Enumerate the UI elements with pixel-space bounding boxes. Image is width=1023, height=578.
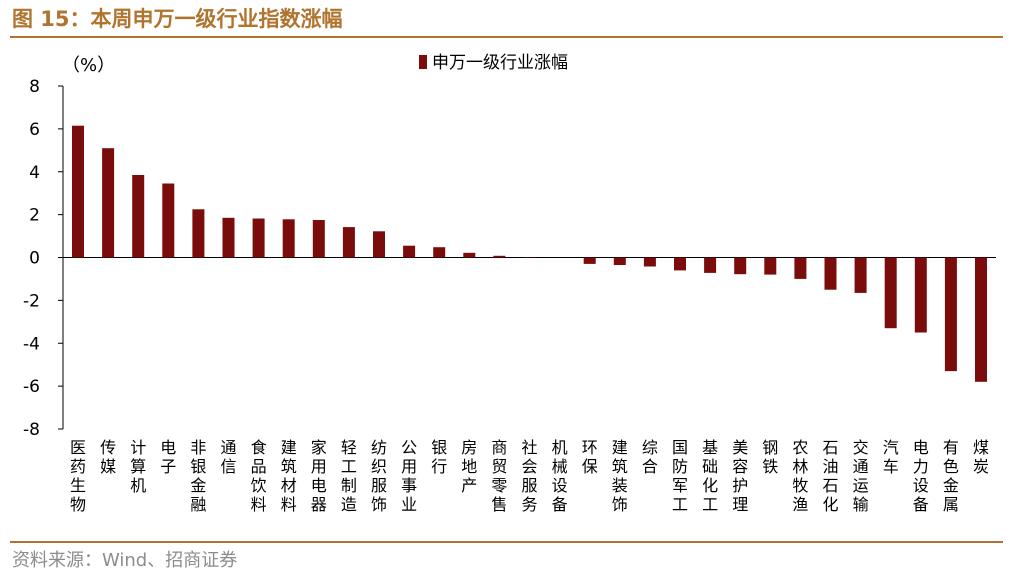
source-note: 资料来源：Wind、招商证券 bbox=[12, 550, 238, 571]
x-category-label: 基础化工 bbox=[702, 438, 718, 514]
x-category-label: 公用事业 bbox=[401, 438, 417, 514]
title-rule bbox=[10, 36, 1003, 38]
figure-title: 图 15：本周申万一级行业指数涨幅 bbox=[12, 7, 343, 31]
x-category-label: 钢铁 bbox=[762, 438, 778, 476]
y-tick-label: 2 bbox=[29, 206, 40, 226]
bar bbox=[704, 257, 717, 273]
y-tick-label: 8 bbox=[29, 77, 40, 97]
bar bbox=[824, 257, 837, 290]
x-category-label: 建筑装饰 bbox=[612, 438, 628, 514]
y-tick-label: 0 bbox=[29, 249, 40, 269]
bar bbox=[102, 148, 115, 258]
bar bbox=[583, 257, 596, 264]
x-category-label: 美容护理 bbox=[732, 438, 748, 514]
bar bbox=[312, 220, 325, 258]
y-tick-label: 4 bbox=[29, 163, 40, 183]
x-category-label: 银行 bbox=[431, 438, 447, 476]
x-category-labels: 医药生物传媒计算机电子非银金融通信食品饮料建筑材料家用电器轻工制造纺织服饰公用事… bbox=[70, 438, 989, 514]
x-category-label: 商贸零售 bbox=[491, 438, 507, 514]
bar bbox=[854, 257, 867, 293]
bar bbox=[674, 257, 686, 271]
x-category-label: 农林牧渔 bbox=[792, 438, 808, 514]
x-category-label: 交通运输 bbox=[853, 438, 869, 514]
bar bbox=[72, 125, 84, 258]
x-category-label: 有色金属 bbox=[943, 438, 959, 514]
bar bbox=[132, 175, 145, 258]
x-category-label: 国防军工 bbox=[672, 438, 688, 514]
x-category-label: 轻工制造 bbox=[341, 438, 357, 514]
legend-label: 申万一级行业涨幅 bbox=[432, 53, 568, 73]
bar bbox=[252, 218, 265, 258]
x-category-label: 环保 bbox=[582, 438, 598, 476]
bar bbox=[613, 257, 626, 265]
bar bbox=[192, 209, 205, 258]
bar bbox=[463, 252, 476, 258]
x-category-label: 纺织服饰 bbox=[371, 438, 387, 514]
x-category-label: 石油石化 bbox=[822, 438, 838, 514]
bar bbox=[975, 257, 987, 382]
x-category-label: 综合 bbox=[642, 438, 658, 476]
x-category-label: 非银金融 bbox=[190, 438, 206, 514]
x-category-label: 社会服务 bbox=[521, 438, 537, 514]
bar bbox=[373, 231, 385, 258]
bar bbox=[282, 219, 295, 258]
bar bbox=[433, 247, 446, 258]
x-category-label: 房地产 bbox=[461, 438, 477, 495]
y-tick-label: -4 bbox=[23, 334, 40, 354]
x-category-label: 家用电器 bbox=[311, 438, 327, 514]
x-category-label: 食品饮料 bbox=[251, 438, 267, 514]
x-category-label: 计算机 bbox=[130, 438, 146, 495]
y-unit-label: （%） bbox=[62, 55, 115, 76]
y-tick-label: -6 bbox=[23, 377, 40, 397]
x-category-label: 医药生物 bbox=[70, 438, 86, 514]
x-category-label: 建筑材料 bbox=[281, 438, 297, 514]
bar bbox=[884, 257, 897, 329]
bar bbox=[342, 227, 355, 258]
y-axis: 8 6 4 2 0 -2 -4 -6 -8 bbox=[23, 77, 64, 440]
x-category-label: 通信 bbox=[220, 438, 236, 476]
x-category-label: 电子 bbox=[160, 438, 176, 476]
bar bbox=[794, 257, 807, 279]
source-rule bbox=[10, 541, 1003, 543]
legend: 申万一级行业涨幅 bbox=[419, 53, 568, 73]
x-category-label: 煤炭 bbox=[973, 438, 989, 476]
bar bbox=[643, 257, 656, 267]
y-tick-label: -2 bbox=[23, 291, 40, 311]
bar bbox=[162, 183, 175, 258]
x-category-label: 传媒 bbox=[100, 438, 116, 476]
bar bbox=[493, 255, 506, 258]
bar bbox=[914, 257, 927, 333]
bar bbox=[222, 217, 235, 258]
bar bbox=[764, 257, 777, 275]
y-tick-label: -8 bbox=[23, 420, 40, 440]
bar bbox=[734, 257, 747, 275]
y-tick-label: 6 bbox=[29, 120, 40, 140]
bars bbox=[72, 125, 987, 382]
x-category-label: 机械设备 bbox=[552, 438, 568, 514]
bar bbox=[403, 245, 416, 258]
bar bbox=[944, 257, 957, 372]
x-category-label: 汽车 bbox=[883, 438, 899, 476]
x-category-label: 电力设备 bbox=[913, 438, 929, 514]
legend-swatch bbox=[419, 55, 427, 69]
